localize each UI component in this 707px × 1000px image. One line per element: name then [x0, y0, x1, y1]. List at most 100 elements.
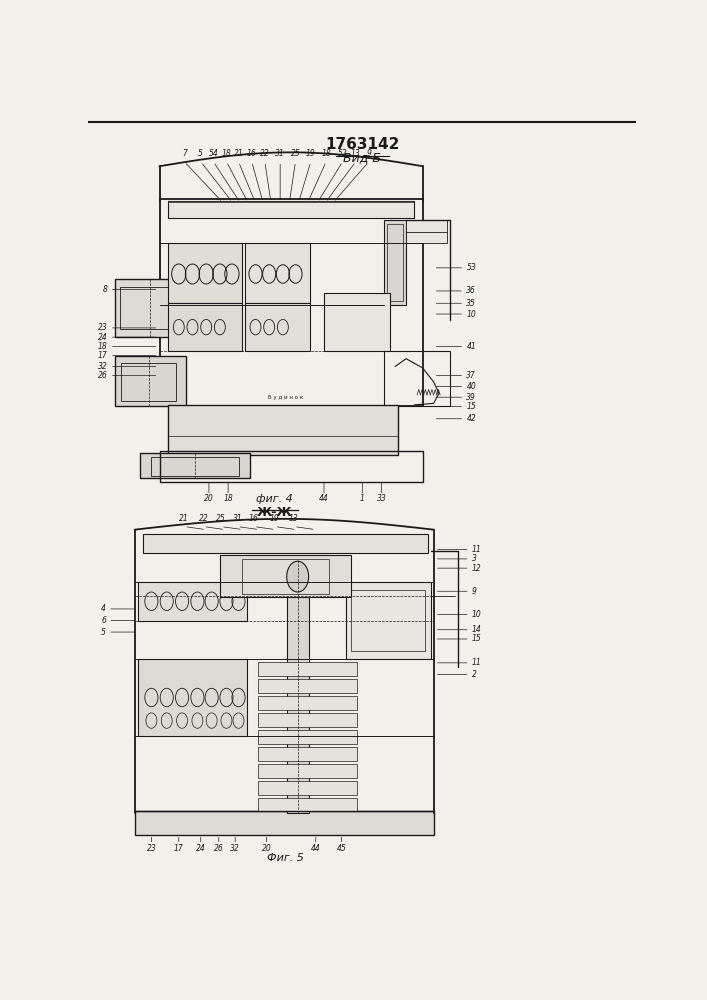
- Text: 25: 25: [291, 149, 300, 158]
- Text: 41: 41: [467, 342, 477, 351]
- Bar: [135, 811, 433, 835]
- Text: 31: 31: [275, 149, 285, 158]
- Text: 13: 13: [289, 514, 299, 523]
- Text: 23: 23: [98, 323, 107, 332]
- Text: 2: 2: [472, 670, 477, 679]
- Bar: [220, 555, 351, 597]
- Text: 35: 35: [467, 299, 477, 308]
- Bar: [258, 798, 357, 811]
- Text: 15: 15: [472, 634, 481, 643]
- Text: 32: 32: [98, 362, 107, 371]
- Text: 11: 11: [472, 545, 481, 554]
- Bar: [168, 303, 242, 351]
- Text: 15: 15: [467, 402, 477, 411]
- Bar: [258, 730, 357, 744]
- Text: 18: 18: [98, 342, 107, 351]
- Text: 21: 21: [180, 514, 189, 523]
- Text: 24: 24: [196, 844, 206, 853]
- Bar: [258, 662, 357, 676]
- Bar: [151, 457, 239, 476]
- Bar: [120, 287, 180, 329]
- Text: 26: 26: [214, 844, 223, 853]
- Text: 44: 44: [311, 844, 321, 853]
- Text: 9: 9: [366, 149, 371, 158]
- Bar: [138, 659, 247, 736]
- Text: 21: 21: [233, 149, 243, 158]
- Bar: [258, 679, 357, 693]
- Bar: [115, 356, 186, 406]
- Bar: [258, 747, 357, 761]
- Text: Б у д и н о к: Б у д и н о к: [268, 395, 303, 400]
- Bar: [160, 451, 423, 482]
- Text: 1763142: 1763142: [325, 137, 399, 152]
- Text: 16: 16: [249, 514, 259, 523]
- Text: Ж-Ж: Ж-Ж: [257, 506, 293, 519]
- Text: 22: 22: [199, 514, 209, 523]
- Bar: [407, 220, 448, 243]
- Text: 31: 31: [233, 514, 243, 523]
- Text: 10: 10: [467, 310, 477, 319]
- Text: Вид Б: Вид Б: [344, 151, 381, 164]
- Bar: [387, 224, 404, 301]
- Text: 24: 24: [98, 333, 107, 342]
- Text: 37: 37: [467, 371, 477, 380]
- Bar: [346, 582, 431, 659]
- Bar: [258, 764, 357, 778]
- Text: 6: 6: [101, 616, 106, 625]
- Text: 52: 52: [338, 149, 347, 158]
- Text: 40: 40: [467, 382, 477, 391]
- Text: 39: 39: [467, 393, 477, 402]
- Bar: [168, 201, 414, 218]
- Bar: [242, 559, 329, 594]
- Text: 14: 14: [472, 625, 481, 634]
- Text: 17: 17: [98, 351, 107, 360]
- Bar: [258, 696, 357, 710]
- Text: 19: 19: [306, 149, 316, 158]
- Text: 16: 16: [247, 149, 257, 158]
- Text: 7: 7: [182, 149, 187, 158]
- Bar: [258, 713, 357, 727]
- Text: 45: 45: [337, 844, 346, 853]
- Text: 13: 13: [351, 149, 361, 158]
- Text: 18: 18: [221, 149, 231, 158]
- Text: фиг. 4: фиг. 4: [257, 494, 293, 504]
- Bar: [287, 559, 309, 813]
- Bar: [324, 293, 390, 351]
- Text: 20: 20: [262, 844, 271, 853]
- Text: 5: 5: [101, 628, 106, 637]
- Bar: [141, 453, 250, 478]
- Text: 11: 11: [472, 658, 481, 667]
- Text: 3: 3: [472, 554, 477, 563]
- Text: 20: 20: [204, 494, 214, 503]
- Bar: [168, 405, 398, 455]
- Bar: [122, 363, 176, 401]
- Text: 8: 8: [103, 285, 107, 294]
- Bar: [245, 243, 310, 303]
- Bar: [168, 201, 414, 202]
- Bar: [245, 303, 310, 351]
- Text: 42: 42: [467, 414, 477, 423]
- Text: 19: 19: [270, 514, 279, 523]
- Text: 53: 53: [467, 263, 477, 272]
- Text: 17: 17: [174, 844, 184, 853]
- Text: 5: 5: [198, 149, 203, 158]
- Bar: [168, 243, 242, 303]
- Text: 22: 22: [260, 149, 269, 158]
- Text: 26: 26: [98, 371, 107, 380]
- Circle shape: [287, 561, 309, 592]
- Text: 23: 23: [146, 844, 156, 853]
- Text: 44: 44: [319, 494, 329, 503]
- Bar: [138, 582, 247, 620]
- Text: 4: 4: [101, 604, 106, 613]
- Text: 25: 25: [216, 514, 226, 523]
- Text: 18: 18: [321, 149, 331, 158]
- Text: Фиг. 5: Фиг. 5: [267, 853, 304, 863]
- Bar: [160, 199, 423, 406]
- Text: 10: 10: [472, 610, 481, 619]
- Text: 12: 12: [472, 564, 481, 573]
- Text: 1: 1: [360, 494, 365, 503]
- Bar: [258, 781, 357, 795]
- Text: 18: 18: [223, 494, 233, 503]
- Text: 32: 32: [230, 844, 240, 853]
- Text: 36: 36: [467, 286, 477, 295]
